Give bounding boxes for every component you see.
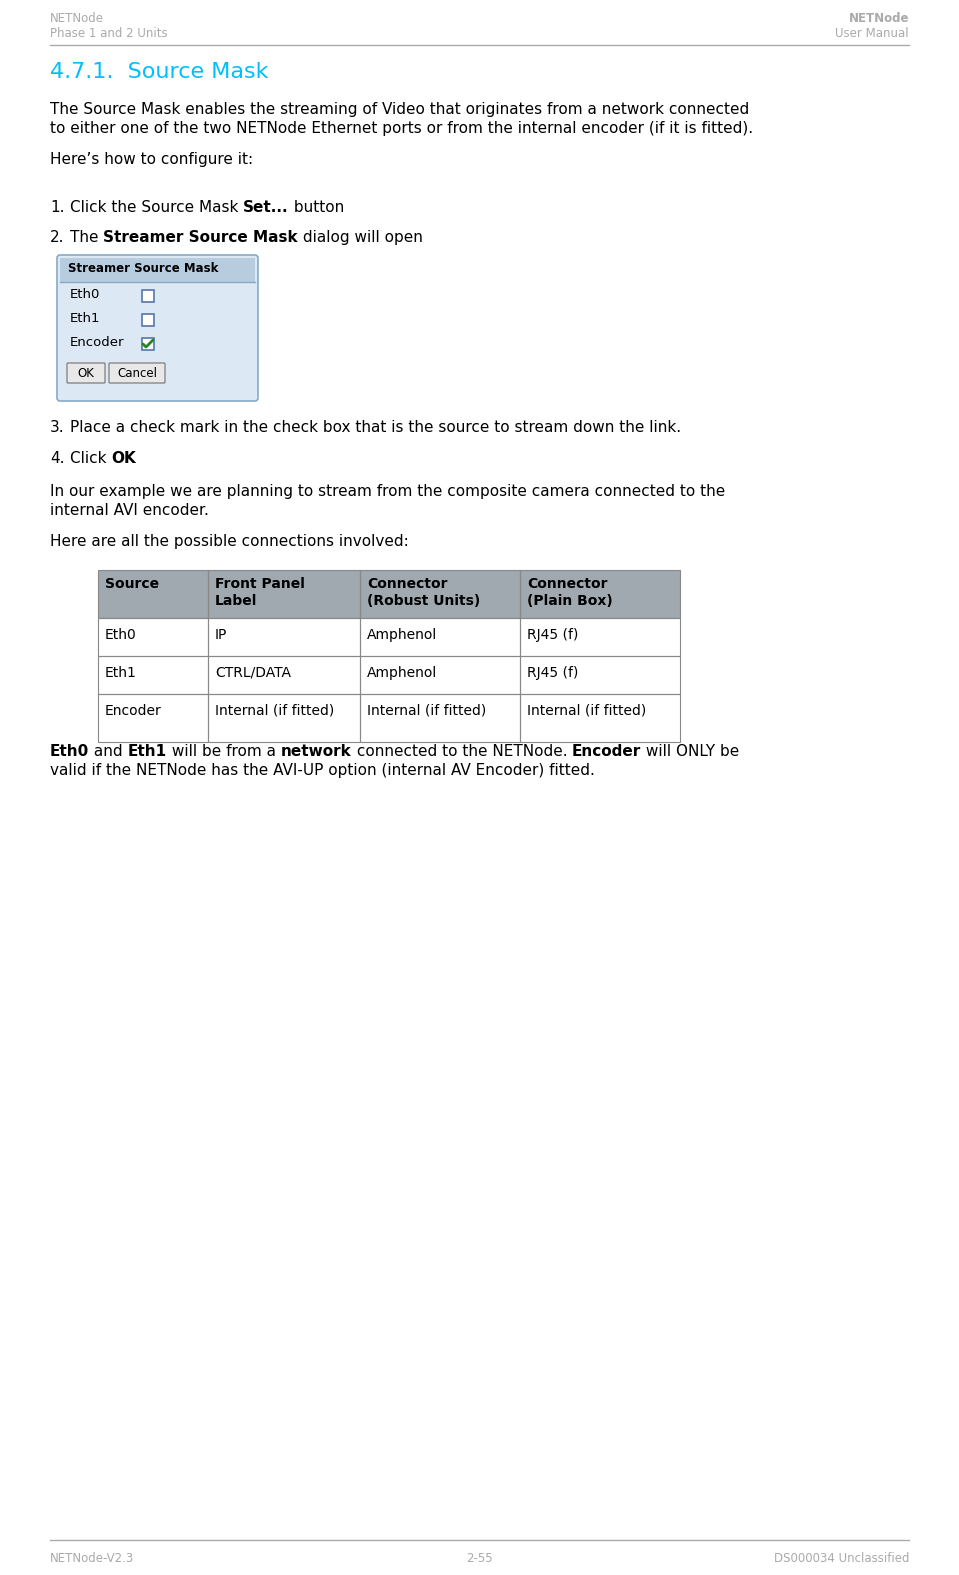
Text: Here are all the possible connections involved:: Here are all the possible connections in… bbox=[50, 534, 409, 550]
Text: Eth1: Eth1 bbox=[128, 743, 167, 759]
Text: Cancel: Cancel bbox=[117, 367, 157, 380]
Text: Eth1: Eth1 bbox=[105, 666, 137, 680]
Text: 3.: 3. bbox=[50, 421, 64, 435]
Text: Source: Source bbox=[105, 576, 159, 591]
Text: 2.: 2. bbox=[50, 230, 64, 246]
Text: Encoder: Encoder bbox=[105, 704, 162, 718]
Text: Streamer Source Mask: Streamer Source Mask bbox=[104, 230, 298, 246]
Text: Encoder: Encoder bbox=[70, 335, 125, 350]
Text: Connector: Connector bbox=[367, 576, 448, 591]
Bar bbox=[520, 617, 680, 657]
Bar bbox=[208, 657, 360, 695]
Text: RJ45 (f): RJ45 (f) bbox=[527, 628, 578, 643]
Text: and: and bbox=[89, 743, 128, 759]
Text: Internal (if fitted): Internal (if fitted) bbox=[527, 704, 646, 718]
Text: (Robust Units): (Robust Units) bbox=[367, 594, 480, 608]
FancyBboxPatch shape bbox=[57, 255, 258, 402]
Text: network: network bbox=[281, 743, 352, 759]
Text: IP: IP bbox=[215, 628, 227, 643]
Text: dialog will open: dialog will open bbox=[298, 230, 423, 246]
Bar bbox=[98, 657, 208, 695]
Text: valid if the NETNode has the AVI-UP option (internal AV Encoder) fitted.: valid if the NETNode has the AVI-UP opti… bbox=[50, 762, 595, 778]
Text: DS000034 Unclassified: DS000034 Unclassified bbox=[774, 1551, 909, 1566]
Text: OK: OK bbox=[111, 450, 136, 466]
Text: NETNode: NETNode bbox=[50, 13, 104, 25]
Text: Eth0: Eth0 bbox=[70, 288, 101, 301]
Text: internal AVI encoder.: internal AVI encoder. bbox=[50, 502, 209, 518]
FancyBboxPatch shape bbox=[109, 362, 165, 383]
Text: In our example we are planning to stream from the composite camera connected to : In our example we are planning to stream… bbox=[50, 484, 725, 499]
Bar bbox=[142, 290, 154, 302]
Text: to either one of the two NETNode Ethernet ports or from the internal encoder (if: to either one of the two NETNode Etherne… bbox=[50, 121, 753, 135]
Text: Front Panel: Front Panel bbox=[215, 576, 305, 591]
Bar bbox=[360, 695, 520, 742]
Text: Streamer Source Mask: Streamer Source Mask bbox=[68, 261, 219, 276]
Bar bbox=[360, 657, 520, 695]
Text: will be from a: will be from a bbox=[167, 743, 281, 759]
Bar bbox=[98, 570, 680, 617]
Bar bbox=[520, 695, 680, 742]
Text: Phase 1 and 2 Units: Phase 1 and 2 Units bbox=[50, 27, 168, 39]
Text: (Plain Box): (Plain Box) bbox=[527, 594, 613, 608]
Text: 4.7.1.  Source Mask: 4.7.1. Source Mask bbox=[50, 61, 269, 82]
Text: User Manual: User Manual bbox=[835, 27, 909, 39]
Text: Eth1: Eth1 bbox=[70, 312, 101, 324]
Bar bbox=[98, 570, 208, 617]
Bar bbox=[142, 313, 154, 326]
Text: 2-55: 2-55 bbox=[466, 1551, 493, 1566]
Text: 1.: 1. bbox=[50, 200, 64, 216]
Bar bbox=[98, 695, 208, 742]
Text: Internal (if fitted): Internal (if fitted) bbox=[367, 704, 486, 718]
Text: Label: Label bbox=[215, 594, 257, 608]
Text: button: button bbox=[289, 200, 344, 216]
Text: OK: OK bbox=[78, 367, 94, 380]
Text: Place a check mark in the check box that is the source to stream down the link.: Place a check mark in the check box that… bbox=[70, 421, 681, 435]
Text: The Source Mask enables the streaming of Video that originates from a network co: The Source Mask enables the streaming of… bbox=[50, 102, 749, 117]
FancyBboxPatch shape bbox=[67, 362, 105, 383]
Bar bbox=[520, 657, 680, 695]
Text: will ONLY be: will ONLY be bbox=[642, 743, 739, 759]
Text: Eth0: Eth0 bbox=[105, 628, 137, 643]
Bar bbox=[208, 617, 360, 657]
Text: Connector: Connector bbox=[527, 576, 607, 591]
Bar bbox=[98, 617, 208, 657]
Text: The: The bbox=[70, 230, 104, 246]
Text: Amphenol: Amphenol bbox=[367, 666, 437, 680]
Text: Click the Source Mask: Click the Source Mask bbox=[70, 200, 244, 216]
Text: NETNode-V2.3: NETNode-V2.3 bbox=[50, 1551, 134, 1566]
Bar bbox=[208, 570, 360, 617]
Bar bbox=[142, 339, 154, 350]
Text: NETNode: NETNode bbox=[849, 13, 909, 25]
Text: connected to the NETNode.: connected to the NETNode. bbox=[352, 743, 572, 759]
Text: 4.: 4. bbox=[50, 450, 64, 466]
Text: Set...: Set... bbox=[244, 200, 289, 216]
Bar bbox=[60, 258, 255, 282]
Text: Eth0: Eth0 bbox=[50, 743, 89, 759]
Bar bbox=[360, 617, 520, 657]
Text: Internal (if fitted): Internal (if fitted) bbox=[215, 704, 335, 718]
Text: RJ45 (f): RJ45 (f) bbox=[527, 666, 578, 680]
Text: Click: Click bbox=[70, 450, 111, 466]
Bar bbox=[208, 695, 360, 742]
Text: CTRL/DATA: CTRL/DATA bbox=[215, 666, 291, 680]
Text: Here’s how to configure it:: Here’s how to configure it: bbox=[50, 153, 253, 167]
Bar bbox=[360, 570, 520, 617]
Text: Encoder: Encoder bbox=[572, 743, 642, 759]
Bar bbox=[520, 570, 680, 617]
Text: Amphenol: Amphenol bbox=[367, 628, 437, 643]
